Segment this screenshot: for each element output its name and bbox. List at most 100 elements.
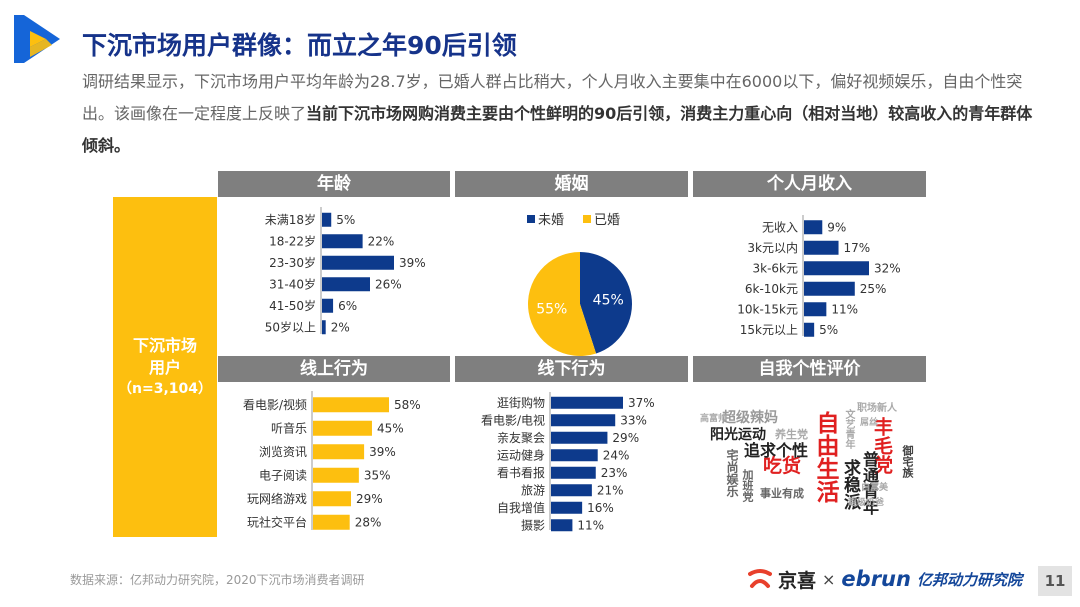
word-5: 普通青年 bbox=[860, 451, 879, 515]
value-label: 2% bbox=[331, 320, 350, 334]
category-label: 未满18岁 bbox=[265, 212, 316, 227]
word-17: 屌丝 bbox=[860, 418, 879, 428]
bar bbox=[322, 212, 332, 227]
value-label: 9% bbox=[827, 220, 846, 234]
category-label: 自我增值 bbox=[497, 500, 545, 515]
online-chart: 看电影/视频 58% 听音乐 45% 浏览资讯 39% 电子阅读 35% 玩网络游戏 29% 玩社交… bbox=[243, 391, 421, 530]
bar bbox=[551, 431, 608, 444]
value-label: 23% bbox=[601, 466, 628, 480]
pie-slice bbox=[528, 252, 597, 356]
category-label: 6k-10k元 bbox=[745, 282, 798, 296]
legend-swatch bbox=[527, 215, 535, 223]
bar bbox=[804, 281, 855, 296]
word-3: 丰毛党 bbox=[871, 417, 893, 474]
value-label: 5% bbox=[336, 213, 355, 227]
word-6: 追求个性 bbox=[744, 441, 809, 460]
intro-highlight: 当前下沉市场网购消费主要由个性鲜明的90后引领，消费主力重心向（相对当地）较高收… bbox=[82, 104, 1033, 155]
category-label: 玩社交平台 bbox=[247, 514, 307, 529]
value-label: 5% bbox=[819, 323, 838, 337]
intro-text: 调研结果显示，下沉市场用户平均年龄为28.7岁，已婚人群占比稍大，个人月收入主要… bbox=[82, 72, 1023, 123]
category-label: 看书看报 bbox=[497, 465, 545, 480]
value-label: 35% bbox=[364, 468, 391, 482]
sample-size: （n=3,104） bbox=[118, 381, 212, 397]
personality-header: 自我个性评价 bbox=[693, 356, 926, 382]
value-label: 24% bbox=[603, 448, 630, 462]
word-1: 自由生活 bbox=[812, 411, 838, 503]
bar bbox=[322, 234, 363, 249]
bar bbox=[313, 467, 359, 483]
bar bbox=[804, 240, 839, 255]
bar bbox=[551, 519, 573, 532]
word-10: 宅尚娱乐 bbox=[725, 449, 739, 497]
bar bbox=[313, 420, 372, 436]
bar bbox=[313, 444, 365, 460]
value-label: 39% bbox=[369, 445, 396, 459]
category-label: 浏览资讯 bbox=[259, 444, 307, 459]
bar bbox=[322, 298, 334, 313]
bar bbox=[804, 302, 827, 317]
value-label: 26% bbox=[375, 277, 402, 291]
sample-label-line2: 用户 bbox=[148, 358, 181, 377]
category-label: 31-40岁 bbox=[269, 276, 316, 291]
word-19: 超级奶爸 bbox=[848, 498, 885, 508]
value-label: 22% bbox=[368, 234, 395, 248]
word-12: 事业有成 bbox=[760, 487, 804, 500]
brand-logos: 京喜 × ebrun 亿邦动力研究院 bbox=[748, 563, 1022, 595]
legend-label: 已婚 bbox=[594, 213, 620, 228]
offline-header: 线下行为 bbox=[455, 356, 688, 382]
value-label: 21% bbox=[597, 483, 624, 497]
word-13: 文艺青年 bbox=[843, 409, 854, 449]
pie-slice bbox=[580, 252, 632, 354]
category-label: 3k元以内 bbox=[747, 241, 798, 255]
play-logo-icon bbox=[14, 15, 60, 63]
word-2: 吃货 bbox=[763, 455, 802, 477]
value-label: 39% bbox=[399, 256, 426, 270]
bar bbox=[551, 501, 583, 514]
yibang-name: 亿邦动力研究院 bbox=[916, 570, 1022, 589]
value-label: 45% bbox=[377, 421, 404, 435]
word-8: 超级辣妈 bbox=[722, 410, 778, 426]
bar bbox=[551, 484, 592, 497]
income-chart: 无收入 9% 3k元以内 17% 3k-6k元 32% 6k-10k元 25% 10k-15k元… bbox=[737, 215, 901, 337]
word-16: 高富帅 bbox=[700, 414, 728, 424]
bar bbox=[804, 322, 815, 337]
category-label: 41-50岁 bbox=[269, 298, 316, 313]
value-label: 16% bbox=[587, 501, 614, 515]
category-label: 看电影/视频 bbox=[243, 397, 307, 412]
value-label: 11% bbox=[831, 302, 858, 316]
marriage-chart: 未婚 已婚 45% 55% bbox=[527, 213, 632, 356]
category-label: 看电影/电视 bbox=[481, 412, 545, 427]
sample-label: 下沉市场 用户 （n=3,104） bbox=[113, 197, 217, 537]
sample-label-line1: 下沉市场 bbox=[132, 336, 197, 355]
bar bbox=[322, 277, 370, 292]
age-header: 年龄 bbox=[218, 171, 450, 197]
bar bbox=[804, 261, 869, 276]
income-header: 个人月收入 bbox=[693, 171, 926, 197]
bar bbox=[551, 414, 616, 427]
bar bbox=[313, 514, 350, 530]
marriage-header: 婚姻 bbox=[455, 171, 688, 197]
category-label: 无收入 bbox=[762, 220, 798, 234]
category-label: 旅游 bbox=[521, 483, 545, 497]
slice-label: 45% bbox=[593, 293, 624, 309]
category-label: 23-30岁 bbox=[269, 255, 316, 270]
category-label: 摄影 bbox=[521, 517, 545, 532]
category-label: 玩网络游戏 bbox=[247, 491, 307, 506]
category-label: 电子阅读 bbox=[259, 468, 307, 482]
word-14: 职场新人 bbox=[857, 403, 897, 414]
value-label: 25% bbox=[860, 282, 887, 296]
page-number: 11 bbox=[1038, 566, 1072, 596]
bar bbox=[322, 320, 326, 335]
category-label: 18-22岁 bbox=[269, 233, 316, 248]
word-15: 御宅族 bbox=[901, 445, 914, 478]
value-label: 17% bbox=[844, 241, 871, 255]
value-label: 6% bbox=[338, 299, 357, 313]
category-label: 15k元以上 bbox=[740, 323, 798, 337]
age-chart: 未满18岁 5% 18-22岁 22% 23-30岁 39% 31-40岁 26% 41-50岁… bbox=[265, 207, 426, 335]
value-label: 32% bbox=[874, 261, 901, 275]
bar bbox=[313, 397, 389, 413]
word-7: 阳光运动 bbox=[710, 427, 766, 443]
value-label: 29% bbox=[612, 431, 639, 445]
slice-label: 55% bbox=[536, 301, 567, 317]
ebrun-name: ebrun bbox=[841, 567, 911, 591]
